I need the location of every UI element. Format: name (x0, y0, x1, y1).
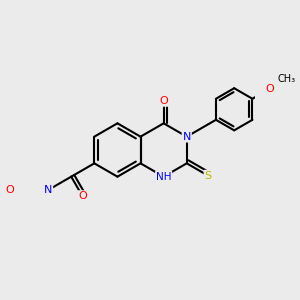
Text: O: O (6, 185, 15, 195)
Text: NH: NH (156, 172, 171, 182)
Text: CH₃: CH₃ (278, 74, 296, 84)
Text: S: S (205, 171, 212, 181)
Text: N: N (183, 132, 191, 142)
Text: O: O (265, 84, 274, 94)
Text: O: O (78, 191, 87, 201)
Text: O: O (159, 96, 168, 106)
Text: N: N (44, 185, 52, 195)
